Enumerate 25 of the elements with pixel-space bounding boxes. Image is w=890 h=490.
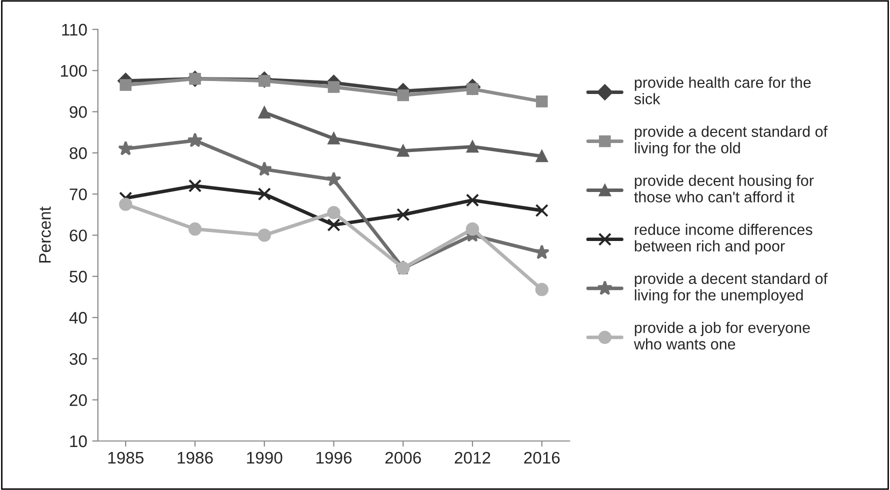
x-tick-label: 1985 (108, 452, 144, 464)
y-tick-label: 100 (60, 64, 87, 77)
legend-label: provide health care for the sick (634, 76, 811, 104)
x-tick-label: 1986 (178, 452, 213, 464)
y-tick-label: 70 (70, 188, 87, 200)
y-tick-label: 60 (70, 230, 87, 242)
y-tick-label: 40 (69, 312, 87, 324)
legend-label: provide decent housing for those who can't afford it (634, 174, 814, 202)
y-axis-title: Percent (39, 206, 51, 263)
y-tick-label: 90 (70, 106, 87, 118)
y-tick-label: 80 (70, 147, 87, 160)
x-tick-label: 2016 (524, 452, 560, 464)
legend-label: reduce income differences between rich and poor (634, 224, 812, 254)
legend-label: provide a decent standard of living for the old (634, 126, 828, 156)
y-tick-label: 10 (70, 435, 87, 448)
legend-label: provide a job for everyone who wants one (634, 322, 810, 350)
x-tick-label: 1996 (316, 452, 352, 464)
y-tick-label: 110 (62, 24, 87, 36)
x-tick-label: 2006 (385, 452, 421, 464)
y-tick-label: 30 (70, 353, 87, 365)
y-tick-label: 20 (70, 394, 87, 406)
legend-label: provide a decent standard of living for the unemployed (634, 272, 828, 304)
x-tick-label: 2012 (454, 452, 490, 464)
y-tick-label: 50 (70, 270, 87, 283)
x-tick-label: 1990 (247, 452, 282, 464)
